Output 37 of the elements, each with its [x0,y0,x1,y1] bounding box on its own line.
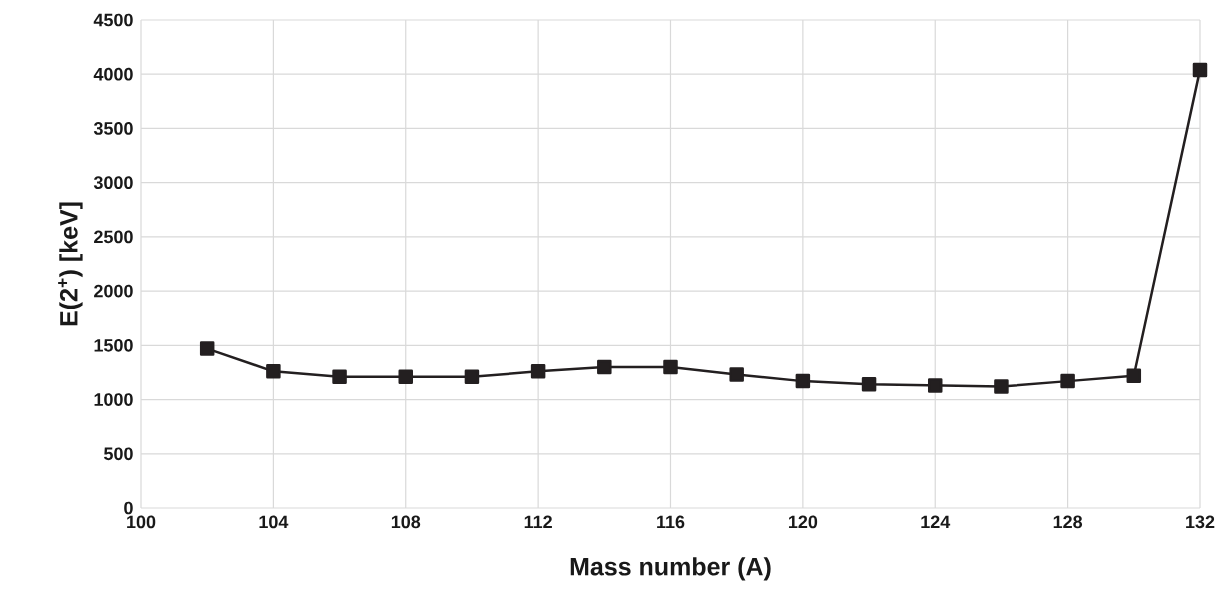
point [1192,62,1208,78]
y-tick-label: 3500 [93,122,133,135]
point [398,369,413,385]
point [729,367,744,382]
point [464,369,480,385]
y-tick-label: 2500 [94,230,133,244]
point [199,341,215,356]
point [597,359,612,375]
point [266,364,281,379]
x-tick-label: 108 [391,515,421,529]
x-tick-label: 112 [524,515,552,529]
x-tick-label: 120 [788,515,818,529]
y-tick-label: 4000 [93,67,133,81]
point [332,369,347,385]
x-tick-label: 132 [1186,515,1215,529]
x-tick-label: 124 [921,515,951,529]
y-axis-title: E(2$^{+}$) [keV] [58,202,83,326]
point [795,373,811,389]
y-tick-label: 1500 [94,338,133,352]
y-tick-label: 2000 [94,284,133,298]
x-tick-label: 104 [259,515,289,529]
point [663,359,678,375]
x-tick-label: 100 [127,515,156,529]
y-tick-label: 4500 [93,13,133,27]
point [530,364,546,379]
x-tick-label: 116 [657,515,685,529]
y-tick-label: 1000 [94,393,133,406]
y-tick-label: 3000 [93,176,133,190]
x-tick-label: 128 [1053,515,1083,529]
y-tick-label: 500 [104,447,133,461]
point [861,377,877,392]
point [1126,368,1142,383]
y-tick-label: 0 [124,501,133,515]
point [1060,373,1075,389]
point [927,378,943,393]
point [994,379,1009,394]
x-axis-title: Mass number (A) [570,557,771,581]
